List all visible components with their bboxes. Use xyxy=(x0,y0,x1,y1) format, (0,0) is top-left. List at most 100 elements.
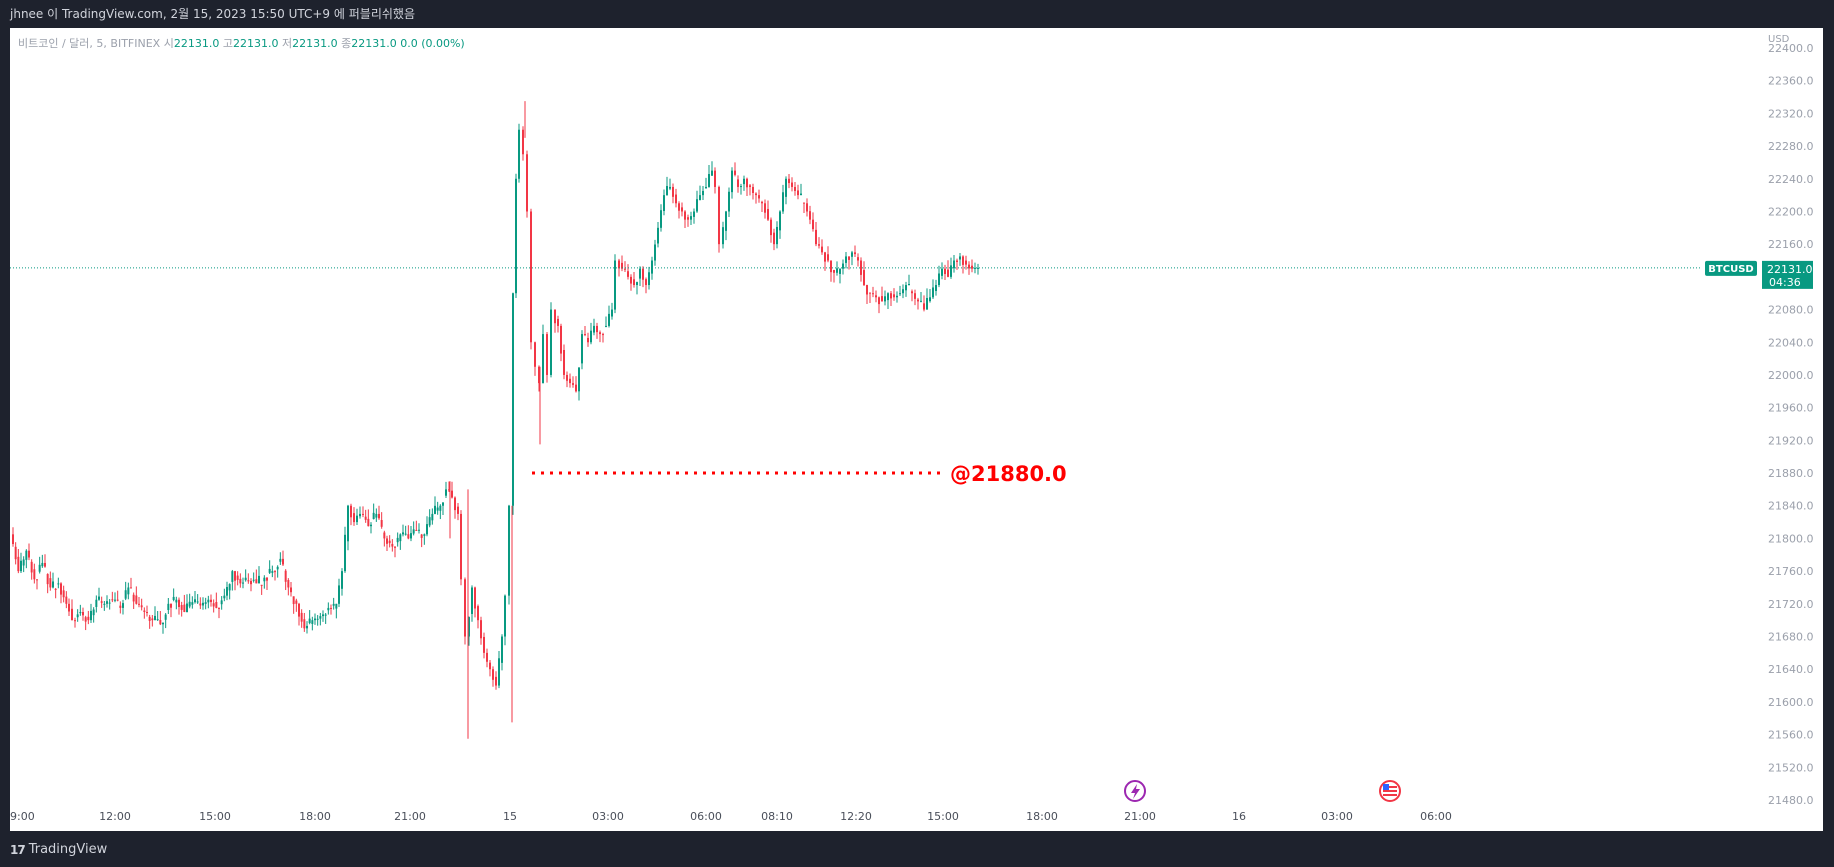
candle-body xyxy=(602,334,604,336)
candle-body xyxy=(645,279,647,286)
candle-body xyxy=(926,297,928,310)
candle-body xyxy=(866,285,868,295)
price-tag-countdown: 04:36 xyxy=(1769,276,1801,289)
candle-body xyxy=(845,256,847,263)
candle-body xyxy=(518,129,520,179)
candle-body xyxy=(375,513,378,518)
candle-body xyxy=(884,296,886,302)
candle-body xyxy=(722,227,724,245)
candle-body xyxy=(672,186,674,197)
candle-body xyxy=(172,596,175,600)
candle-body xyxy=(426,524,428,535)
candle-body xyxy=(860,260,862,275)
candle-body xyxy=(542,334,544,384)
candle-body xyxy=(718,186,720,245)
candle-body xyxy=(743,178,745,185)
candle-body xyxy=(33,569,36,580)
candle-body xyxy=(581,334,583,364)
price-tag xyxy=(1762,260,1813,289)
candle-body xyxy=(788,178,790,184)
candle-body xyxy=(474,587,476,609)
candle-body xyxy=(890,293,892,299)
candle-body xyxy=(554,309,556,324)
candle-body xyxy=(920,300,922,302)
candle-body xyxy=(468,617,470,637)
candle-body xyxy=(135,595,138,604)
candle-body xyxy=(242,582,244,584)
candle-body xyxy=(687,217,689,220)
candle-body xyxy=(522,129,524,155)
symbol-legend[interactable]: 비트코인 / 달러, 5, BITFINEX 시22131.0 고22131.0… xyxy=(18,35,465,51)
candle-body xyxy=(956,260,958,262)
candle-body xyxy=(538,366,540,384)
candle-body xyxy=(842,263,844,269)
currency-label: USD xyxy=(1768,34,1790,45)
price-tick-label: 21480.0 xyxy=(1768,794,1814,807)
candle-body xyxy=(593,325,595,333)
legend-close: 22131.0 xyxy=(351,37,397,50)
candle-body xyxy=(483,636,485,653)
candle-body xyxy=(654,244,656,261)
candle-body xyxy=(239,578,242,584)
candle-body xyxy=(803,202,805,204)
symbol-tag-label: BTCUSD xyxy=(1708,264,1753,275)
candle-body xyxy=(108,602,111,604)
candle-body xyxy=(54,588,57,590)
candle-body xyxy=(587,337,589,343)
candle-body xyxy=(737,179,739,187)
candle-body xyxy=(279,558,282,562)
candle-body xyxy=(627,271,629,277)
price-tick-label: 22400.0 xyxy=(1768,42,1814,55)
candle-body xyxy=(347,505,349,542)
candle-body xyxy=(292,596,295,605)
price-tick-label: 21960.0 xyxy=(1768,402,1814,415)
time-tick-label: 12:00 xyxy=(99,810,131,823)
candle-body xyxy=(188,601,191,607)
price-tick-label: 22160.0 xyxy=(1768,238,1814,251)
candle-body xyxy=(515,178,517,294)
candle-body xyxy=(282,558,284,565)
price-tick-label: 21560.0 xyxy=(1768,729,1814,742)
legend-high-label: 고 xyxy=(222,37,233,50)
tradingview-brand[interactable]: 17 TradingView xyxy=(10,842,107,857)
price-tick-label: 22000.0 xyxy=(1768,369,1814,382)
candle-body xyxy=(699,195,701,201)
chart-area[interactable]: @21880.0 USD 22400.0 22360.0 22320.0 22280.0… xyxy=(10,28,1823,831)
candle-body xyxy=(394,546,396,548)
candle-body xyxy=(90,610,92,621)
candle-body xyxy=(314,618,316,621)
legend-low-label: 저 xyxy=(281,37,293,50)
time-tick-label: 9:00 xyxy=(10,810,35,823)
candle-body xyxy=(675,194,677,204)
candle-body xyxy=(824,252,826,262)
candle-body xyxy=(359,513,361,517)
candle-body xyxy=(266,577,268,581)
candle-body xyxy=(431,513,434,521)
candle-body xyxy=(872,293,874,295)
candle-body xyxy=(14,546,17,560)
candle-body xyxy=(618,260,620,269)
candle-body xyxy=(202,602,204,606)
candle-body xyxy=(223,595,226,599)
candle-body xyxy=(143,610,146,612)
candle-body xyxy=(911,291,913,294)
publish-header: jhnee 이 TradingView.com, 2월 15, 2023 15:… xyxy=(0,0,1834,28)
candle-body xyxy=(130,587,132,589)
candle-body xyxy=(180,605,183,610)
candle-body xyxy=(596,325,598,333)
candle-body xyxy=(572,383,574,385)
candle-body xyxy=(62,590,65,598)
candle-body xyxy=(436,507,439,511)
candle-body xyxy=(633,279,635,286)
last-price-tag: BTCUSD 22131.0 04:36 xyxy=(1705,260,1813,289)
price-tick-label: 21800.0 xyxy=(1768,532,1814,545)
candle-body xyxy=(486,652,488,662)
candle-body xyxy=(950,265,952,277)
candle-body xyxy=(977,267,979,269)
candle-body xyxy=(785,178,787,197)
candle-body xyxy=(974,267,976,269)
candle-body xyxy=(833,269,835,273)
candle-body xyxy=(260,584,263,586)
